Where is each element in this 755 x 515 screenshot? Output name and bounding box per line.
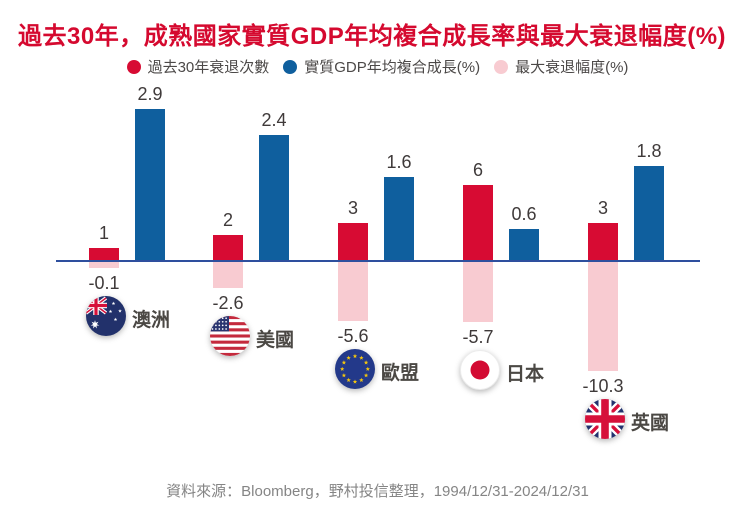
country-label: 英國: [631, 413, 670, 435]
drawdown-bar: [213, 260, 243, 289]
count-bar: [588, 222, 618, 260]
drawdown-value-label: -0.1: [88, 273, 120, 293]
gdp-bar: [135, 109, 165, 260]
count-bar: [213, 235, 243, 260]
drawdown-bar: [89, 260, 119, 268]
gdp-bar: [509, 228, 539, 260]
drawdown-bar: [338, 260, 368, 321]
count-bar: [463, 185, 493, 260]
count-value-label: 3: [347, 197, 358, 218]
count-value-label: 6: [472, 160, 483, 180]
country-label: 澳洲: [132, 310, 171, 331]
gdp-bar: [384, 176, 414, 260]
count-value-label: 3: [597, 197, 608, 218]
legend-label: 過去30年衰退次數: [147, 59, 270, 76]
country-label: 歐盟: [381, 362, 420, 384]
usa-flag-icon: [210, 316, 250, 357]
gdp-value-label: 0.6: [511, 203, 537, 224]
legend-item-max-drawdown: 最大衰退幅度(%): [494, 56, 628, 77]
country-label: 日本: [506, 363, 545, 385]
count-bar: [89, 247, 119, 260]
gdp-bar: [259, 135, 289, 260]
eu-flag-icon: [335, 348, 375, 389]
japan-flag-icon: [460, 349, 500, 390]
gdp-value-label: 1.8: [636, 141, 662, 162]
gdp-value-label: 2.4: [261, 110, 287, 131]
legend-item-recession-count: 過去30年衰退次數: [126, 56, 270, 77]
blue-dot-icon: [283, 59, 298, 74]
red-dot-icon: [126, 59, 141, 74]
drawdown-value-label: -5.6: [337, 325, 369, 346]
chart-legend: 過去30年衰退次數 實質GDP年均複合成長(%) 最大衰退幅度(%): [0, 56, 755, 77]
uk-flag-icon: [585, 399, 625, 440]
count-value-label: 2: [222, 210, 233, 230]
legend-label: 最大衰退幅度(%): [515, 59, 629, 76]
legend-label: 實質GDP年均複合成長(%): [304, 59, 481, 76]
australia-flag-icon: [86, 296, 126, 336]
drawdown-bar: [463, 260, 493, 322]
drawdown-bar: [588, 260, 618, 372]
count-bar: [338, 222, 368, 260]
source-note: 資料來源：Bloomberg，野村投信整理，1994/12/31-2024/12…: [166, 483, 589, 500]
gdp-value-label: 2.9: [137, 84, 163, 105]
drawdown-value-label: -5.7: [462, 326, 494, 347]
pink-dot-icon: [494, 59, 509, 74]
chart-title: 過去30年，成熟國家實質GDP年均複合成長率與最大衰退幅度(%): [18, 23, 727, 50]
drawdown-value-label: -2.6: [212, 293, 244, 314]
drawdown-value-label: -10.3: [582, 376, 624, 397]
x-axis-line: [56, 260, 700, 262]
legend-item-gdp-cagr: 實質GDP年均複合成長(%): [283, 56, 480, 77]
gdp-value-label: 1.6: [386, 151, 412, 172]
gdp-bar: [634, 166, 664, 260]
country-label: 美國: [256, 330, 295, 352]
count-value-label: 1: [98, 222, 109, 243]
